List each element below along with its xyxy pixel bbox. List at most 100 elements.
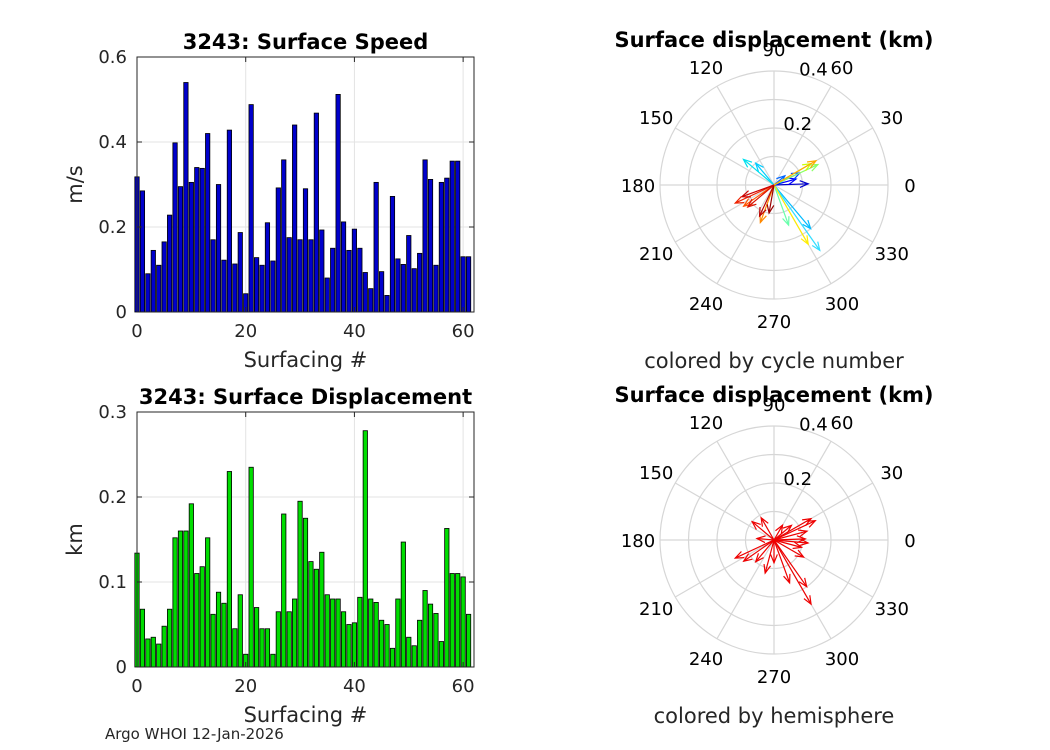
chart-caption: colored by cycle number — [644, 349, 904, 373]
bar — [150, 249, 156, 313]
bar — [395, 598, 401, 668]
bar — [139, 608, 146, 668]
vector-shaft — [760, 517, 775, 541]
bar — [373, 602, 379, 668]
vector-head — [783, 573, 791, 585]
bar — [156, 643, 162, 668]
bar — [417, 619, 423, 668]
vector-head — [799, 538, 810, 547]
footer-label: Argo WHOI 12-Jan-2026 — [105, 725, 284, 743]
bar — [308, 561, 314, 668]
theta-label: 120 — [689, 413, 723, 434]
chart-title: 3243: Surface Speed — [183, 30, 429, 54]
bar — [362, 272, 368, 313]
theta-label: 270 — [757, 667, 791, 688]
bar — [406, 636, 412, 668]
bar — [237, 594, 243, 668]
vector-shaft — [743, 539, 775, 562]
displacement-vector — [773, 539, 806, 558]
bar — [259, 264, 265, 313]
x-tick-label: 20 — [234, 676, 257, 697]
bar — [449, 160, 455, 313]
theta-label: 90 — [763, 395, 786, 416]
bar — [194, 167, 200, 313]
vector-shaft — [773, 524, 792, 541]
bar — [406, 235, 412, 313]
bar — [270, 653, 276, 668]
bar — [254, 607, 260, 668]
displacement-vector — [763, 539, 775, 575]
polar-spoke — [716, 539, 775, 640]
bar — [319, 229, 325, 313]
x-tick-label: 60 — [452, 676, 475, 697]
polar-spoke — [773, 85, 832, 186]
displacement-vector — [773, 539, 804, 550]
vector-head — [754, 161, 764, 172]
bar — [215, 184, 222, 313]
bar — [150, 636, 156, 668]
bar — [232, 263, 238, 313]
vector-head — [750, 520, 761, 530]
displacement-vector — [766, 184, 775, 215]
theta-label: 0 — [904, 176, 915, 197]
displacement-vector — [733, 184, 775, 204]
theta-label: 90 — [763, 40, 786, 61]
theta-label: 150 — [639, 463, 673, 484]
bar — [281, 159, 287, 313]
vector-shaft — [773, 539, 809, 544]
vector-head — [742, 553, 753, 563]
bar — [324, 594, 330, 668]
vector-head — [798, 529, 809, 538]
bar — [226, 129, 232, 313]
bar — [177, 186, 184, 313]
vector-head — [806, 159, 818, 169]
bar — [210, 613, 216, 668]
bar — [417, 252, 423, 313]
displacement-vector — [773, 538, 810, 547]
vector-head — [792, 541, 804, 550]
bar — [302, 517, 309, 668]
y-axis-label: m/s — [63, 165, 87, 203]
displacement-vector — [740, 184, 775, 198]
vector-shaft — [751, 521, 775, 541]
bar — [259, 628, 265, 668]
bar — [346, 249, 352, 313]
vector-head — [770, 554, 778, 565]
bar — [145, 638, 151, 668]
bar — [455, 573, 461, 668]
bar — [389, 647, 396, 668]
bar — [379, 271, 385, 313]
x-tick-label: 0 — [131, 676, 142, 697]
bar — [254, 257, 260, 313]
vector-shaft — [773, 184, 812, 230]
displacement-vector — [773, 529, 809, 541]
bar — [161, 625, 167, 668]
vector-head — [808, 163, 820, 172]
bar — [465, 256, 472, 313]
bar — [455, 160, 461, 313]
vector-head — [787, 177, 798, 185]
vector-shaft — [773, 184, 809, 245]
r-tick-label: 0.4 — [799, 414, 828, 435]
bar-chart-speed: 0 20 40 60 0 0.2 0.4 0.6 3243: Surface Speed Surf… — [63, 30, 475, 372]
displacement-vector — [773, 539, 791, 585]
bar — [346, 624, 352, 668]
polar-spoke — [674, 539, 775, 598]
bar — [449, 573, 455, 668]
displacement-vector — [773, 539, 808, 589]
vector-shaft — [735, 184, 775, 204]
theta-label: 180 — [621, 531, 655, 552]
theta-label: 240 — [689, 294, 723, 315]
vector-shaft — [773, 539, 808, 588]
theta-label: 300 — [825, 649, 859, 670]
vector-shaft — [747, 184, 775, 208]
bar — [297, 239, 303, 313]
vector-head — [759, 213, 767, 224]
bar — [205, 133, 211, 313]
bar — [379, 619, 385, 668]
bar — [427, 178, 434, 313]
polar-spoke — [674, 482, 775, 541]
x-axis-label: Surfacing # — [244, 348, 368, 372]
vector-shaft — [773, 178, 797, 186]
